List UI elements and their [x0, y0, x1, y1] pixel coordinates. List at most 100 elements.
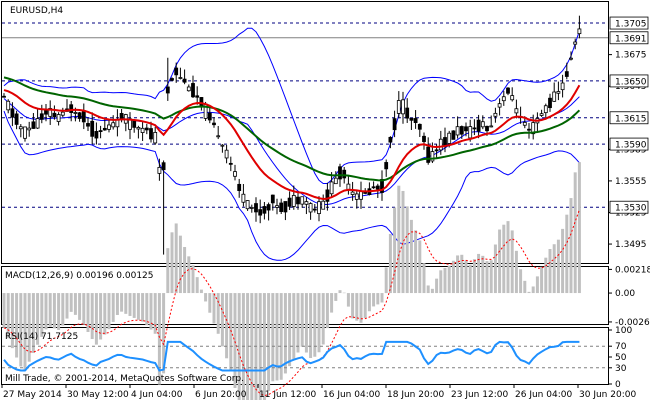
candle-body [73, 112, 78, 114]
candle-body [186, 86, 191, 92]
macd-hist-bar [514, 250, 518, 294]
macd-hist-bar [208, 293, 212, 313]
candle-body [132, 120, 137, 128]
candle-body [144, 127, 149, 131]
macd-hist-bar [439, 270, 443, 294]
price-level-tag [609, 31, 649, 45]
candle-body [405, 107, 410, 119]
macd-hist-bar [531, 286, 535, 294]
candle-body [237, 183, 242, 192]
candle-body [417, 123, 422, 130]
copyright-label: Mill Trade, © 2001-2014, MetaQuotes Soft… [5, 374, 244, 384]
macd-hist-bar [300, 293, 304, 347]
candle-body [98, 130, 103, 132]
candle-body [338, 166, 342, 180]
macd-hist-bar [120, 293, 124, 312]
macd-hist-bar [418, 240, 422, 294]
macd-hist-bar [65, 293, 69, 319]
macd-tick-label: -0.00266 [615, 318, 650, 328]
macd-hist-bar [443, 267, 447, 294]
macd-hist-bar [464, 260, 468, 294]
rsi-tick-label: 50 [615, 353, 627, 363]
candle-body [165, 86, 170, 94]
candle-body [195, 95, 200, 98]
macd-hist-bar [435, 278, 439, 294]
macd-hist-bar [153, 293, 157, 334]
candle-body [191, 83, 195, 98]
candle-body [136, 127, 141, 130]
candle-body [430, 151, 435, 162]
macd-hist-bar [573, 172, 577, 294]
macd-hist-bar [468, 264, 472, 294]
macd-hist-bar [237, 293, 241, 400]
candle-body [531, 122, 536, 135]
candle-body [224, 149, 229, 159]
candle-body [312, 208, 317, 211]
macd-hist-bar [86, 293, 90, 332]
price-level-tag [609, 74, 649, 88]
macd-hist-bar [330, 293, 334, 313]
candle-body [245, 200, 250, 210]
candle-body [23, 126, 27, 139]
candle-body [350, 191, 355, 195]
candle-body [434, 149, 439, 152]
time-axis: 27 May 2014 30 May 12:00 4 Jun 04:00 6 Jun … [1, 384, 636, 400]
candle-body [489, 125, 494, 128]
candle-body [464, 126, 468, 132]
macd-hist-bar [304, 293, 308, 353]
candle-body [459, 126, 464, 135]
bollinger-bands [3, 27, 580, 261]
time-tick-label: 4 Jun 04:00 [131, 390, 183, 400]
macd-hist-bar [6, 293, 10, 339]
candle-body [39, 113, 44, 120]
price-tick-label: 1.3495 [615, 240, 647, 250]
candle-body [380, 179, 384, 193]
macd-hist-bar [355, 293, 359, 321]
candle-body [480, 121, 485, 128]
macd-hist-bar [267, 293, 271, 391]
macd-hist-bar [57, 293, 61, 330]
macd-hist-bar [199, 289, 203, 294]
price-candles[interactable] [2, 15, 582, 255]
price-level-tag-label: 1.3590 [615, 141, 647, 151]
macd-hist-bar [187, 256, 191, 294]
candle-body [560, 82, 565, 91]
macd-hist-bar [19, 293, 23, 367]
macd-hist-bar [212, 293, 216, 324]
price-level-tag-label: 1.3615 [615, 114, 647, 124]
time-tick-label: 27 May 2014 [3, 390, 62, 400]
price-tick-label: 1.3675 [615, 51, 647, 61]
macd-hist-bar [162, 293, 166, 374]
candle-body [220, 144, 225, 147]
macd-hist-bar [548, 249, 552, 294]
time-tick-label: 23 Jun 12:00 [451, 390, 508, 400]
candle-body [111, 122, 116, 128]
macd-signal-line [3, 209, 580, 397]
candle-body [81, 110, 86, 123]
ma-slow-line [3, 76, 581, 182]
macd-hist-bar [489, 260, 493, 294]
macd-hist-bar [23, 293, 27, 371]
macd-hist-bar [351, 293, 355, 319]
macd-hist-bar [426, 285, 430, 294]
candle-body [48, 108, 53, 117]
time-tick-label: 30 Jun 20:00 [579, 390, 636, 400]
candle-body [392, 118, 397, 131]
macd-hist-bar [183, 247, 187, 294]
macd-hist-bar [325, 293, 329, 329]
ma-fast-line [3, 84, 581, 201]
macd-hist-bar [73, 293, 77, 315]
macd-hist-bar [451, 260, 455, 294]
macd-hist-bar [233, 293, 237, 389]
candle-body [388, 136, 393, 143]
candle-body [228, 162, 233, 165]
candle-body [10, 108, 15, 118]
macd-hist-bar [220, 293, 224, 347]
candle-body [371, 186, 376, 189]
candle-body [182, 78, 187, 83]
candle-body [556, 91, 561, 94]
bollinger-lower [3, 110, 580, 261]
